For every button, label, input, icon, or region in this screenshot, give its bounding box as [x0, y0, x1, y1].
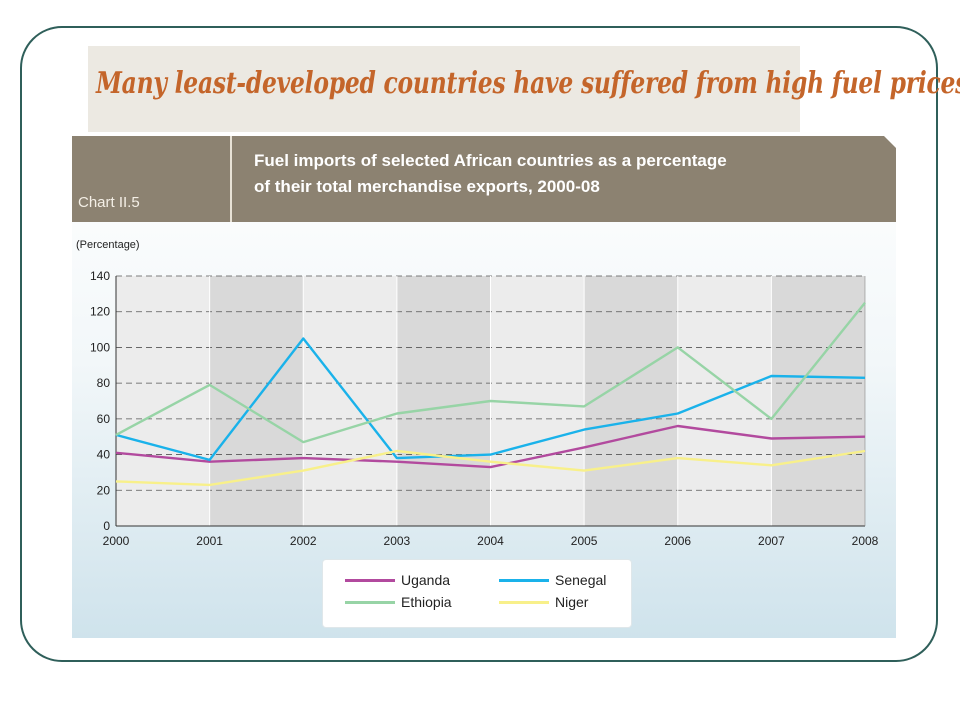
slide-headline: Many least-developed countries have suff… — [96, 66, 960, 101]
x-tick-label: 2005 — [571, 534, 598, 548]
legend-item-senegal: Senegal — [499, 570, 606, 590]
legend-swatch-ethiopia — [345, 600, 395, 604]
chart-legend: Uganda Senegal Ethiopia Niger — [322, 559, 632, 628]
chart-subtitle: Fuel imports of selected African countri… — [254, 148, 874, 200]
legend-item-uganda: Uganda — [345, 570, 450, 590]
x-tick-label: 2001 — [196, 534, 223, 548]
x-tick-label: 2006 — [664, 534, 691, 548]
legend-label-uganda: Uganda — [401, 572, 451, 588]
chart-panel: Chart II.5 Fuel imports of selected Afri… — [72, 136, 896, 638]
legend-label-niger: Niger — [555, 594, 589, 610]
plot-band — [116, 276, 210, 526]
chart-subtitle-line2: of their total merchandise exports, 2000… — [254, 177, 600, 196]
x-tick-label: 2000 — [103, 534, 130, 548]
legend-item-ethiopia: Ethiopia — [345, 592, 452, 612]
tick-labels: 0 20 40 60 80 100 120 140 2000 2001 2002 2003 2004 20… — [90, 269, 879, 548]
y-tick-label: 40 — [97, 448, 111, 462]
legend-label-ethiopia: Ethiopia — [401, 594, 452, 610]
header-corner-fold — [884, 136, 896, 148]
x-tick-label: 2002 — [290, 534, 317, 548]
y-tick-label: 120 — [90, 305, 110, 319]
gridlines — [116, 275, 865, 526]
series-line-uganda — [115, 424, 866, 469]
legend-swatch-niger — [499, 600, 549, 604]
headline-banner: Many least-developed countries have suff… — [88, 46, 960, 132]
x-tick-label: 2008 — [852, 534, 879, 548]
chart-header-band: Chart II.5 Fuel imports of selected Afri… — [72, 136, 896, 222]
line-chart: 0 20 40 60 80 100 120 140 2000 2001 2002 2003 2004 20… — [76, 239, 879, 548]
series-line-senegal — [115, 337, 866, 462]
series-lines — [115, 302, 866, 487]
legend-swatch-uganda — [345, 578, 395, 582]
legend-item-niger: Niger — [499, 592, 588, 612]
y-tick-label: 20 — [97, 483, 111, 497]
y-tick-label: 80 — [97, 376, 111, 390]
plot-band — [677, 276, 772, 526]
axes — [115, 276, 866, 527]
plot-band — [303, 276, 397, 526]
series-line-ethiopia — [115, 302, 866, 444]
y-tick-label: 100 — [90, 340, 110, 354]
x-tick-label: 2007 — [758, 534, 785, 548]
plot-band — [584, 276, 678, 526]
chart-subtitle-line1: Fuel imports of selected African countri… — [254, 151, 727, 170]
slide-frame — [20, 26, 938, 662]
y-tick-label: 140 — [90, 269, 110, 283]
plot-band — [396, 276, 491, 526]
legend-swatch-senegal — [499, 578, 549, 582]
x-tick-label: 2004 — [477, 534, 504, 548]
unit-label: (Percentage) — [76, 239, 140, 251]
y-tick-label: 0 — [103, 519, 110, 533]
legend-label-senegal: Senegal — [555, 572, 607, 588]
series-line-niger — [115, 449, 866, 487]
x-tick-label: 2003 — [384, 534, 411, 548]
chart-number-label: Chart II.5 — [78, 194, 140, 211]
y-tick-label: 60 — [97, 412, 111, 426]
header-divider — [230, 136, 232, 222]
